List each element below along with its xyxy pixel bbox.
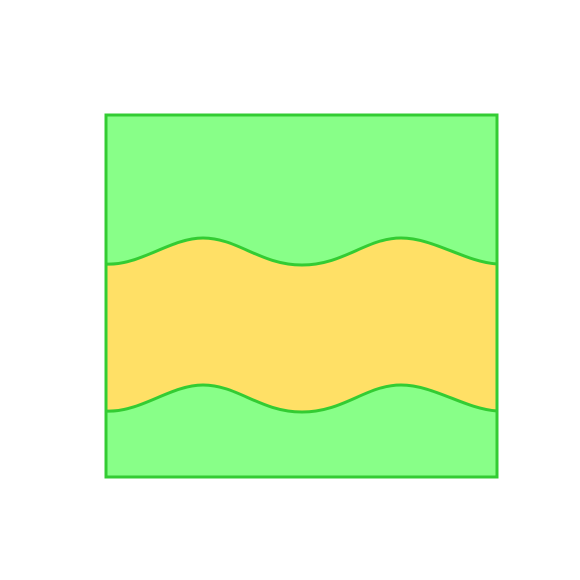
yellow-wavy-band — [106, 238, 497, 412]
bottom-wave-line — [104, 383, 499, 414]
square-border — [104, 113, 499, 479]
top-wave-line — [104, 236, 499, 267]
